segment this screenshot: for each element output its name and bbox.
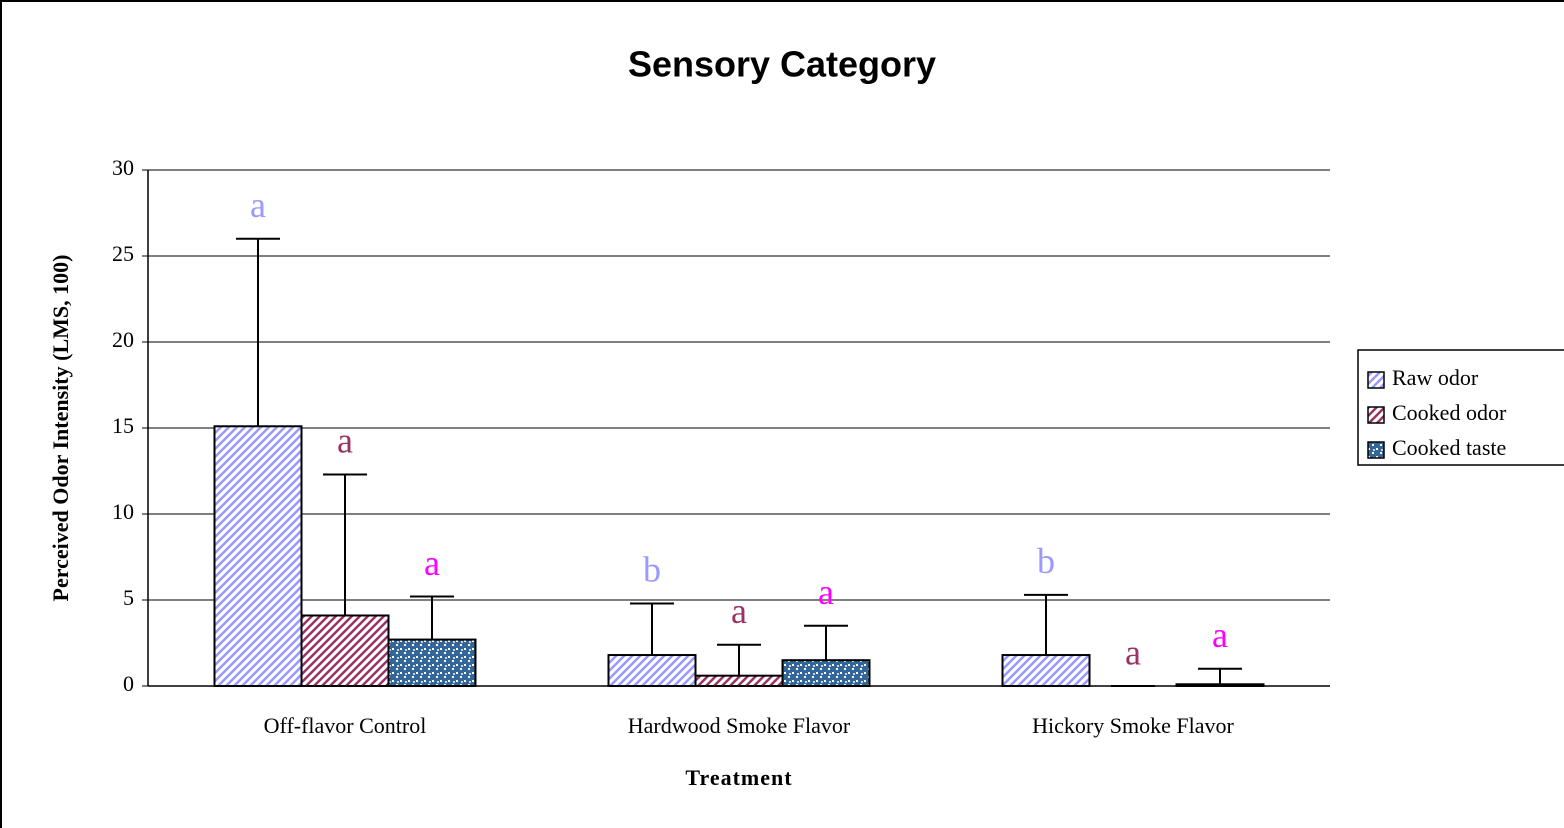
legend-label: Cooked taste [1392,435,1506,460]
error-bar [323,473,367,616]
legend-label: Cooked odor [1392,400,1507,425]
bar [387,638,477,687]
bar [607,654,697,687]
error-bar [630,602,674,656]
legend-swatch [1367,371,1385,389]
y-tick-label: 0 [123,671,134,696]
y-axis-title: Perceived Odor Intensity (LMS, 100) [48,255,73,602]
error-bar [1024,593,1068,656]
bar [300,614,390,687]
bar [213,425,303,687]
legend-label: Raw odor [1392,365,1479,390]
significance-label: a [1212,615,1228,655]
legend-swatch [1367,406,1385,424]
significance-label: a [731,591,747,631]
legend-swatch [1367,441,1385,459]
significance-label: b [1037,541,1055,581]
error-bar [1198,667,1242,685]
significance-label: b [643,550,661,590]
significance-label: a [1125,632,1141,672]
chart-title: Sensory Category [628,44,936,85]
error-bar [236,237,280,427]
x-tick-label: Off-flavor Control [264,713,427,738]
x-tick-label: Hardwood Smoke Flavor [628,713,851,738]
y-tick-label: 25 [112,241,134,266]
x-axis-title: Treatment [685,765,792,790]
significance-label: a [424,543,440,583]
significance-label: a [818,572,834,612]
bar [1001,654,1091,687]
y-tick-label: 20 [112,327,134,352]
bar [781,659,871,688]
y-tick-label: 15 [112,413,134,438]
bar [694,674,784,687]
significance-label: a [337,421,353,461]
significance-label: a [250,185,266,225]
y-tick-label: 30 [112,155,134,180]
legend-box [1357,349,1564,466]
error-bar [717,643,761,676]
y-tick-label: 10 [112,499,134,524]
error-bar [804,624,848,661]
x-tick-label: Hickory Smoke Flavor [1032,713,1234,738]
y-tick-label: 5 [123,585,134,610]
error-bar [410,595,454,640]
